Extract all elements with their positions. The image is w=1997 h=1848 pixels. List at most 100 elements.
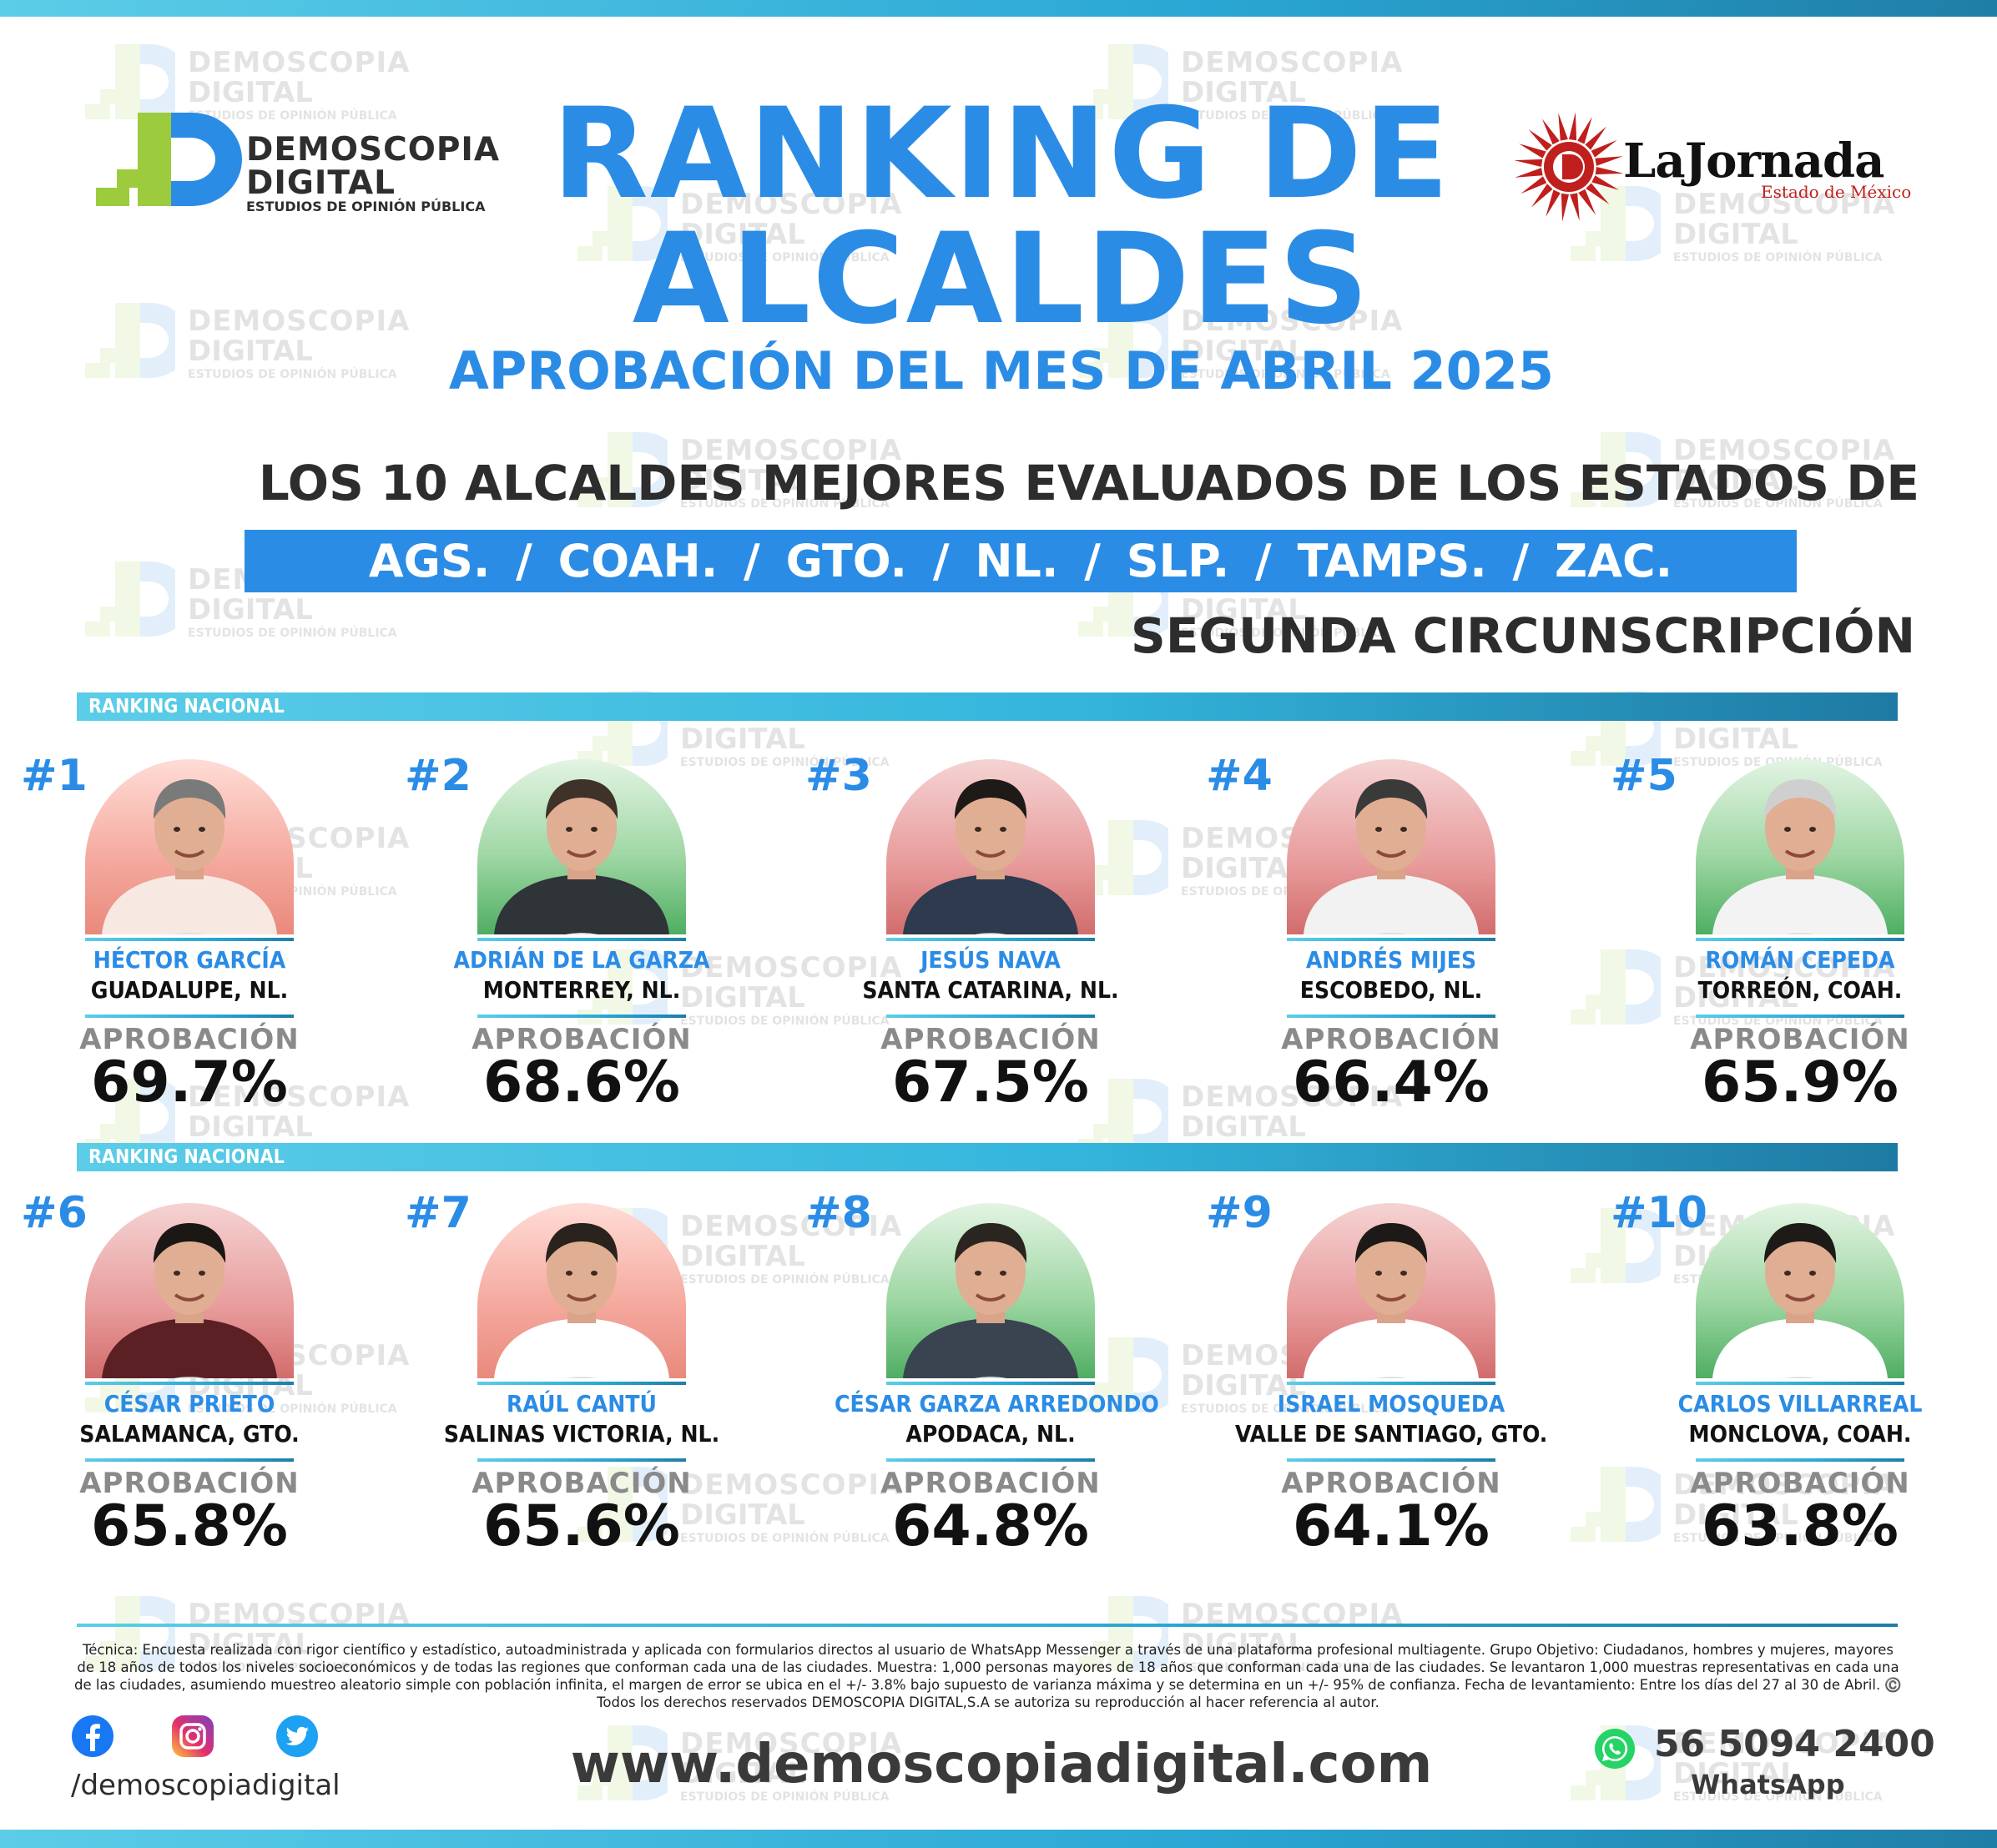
demoscopia-tagline: ESTUDIOS DE OPINIÓN PÚBLICA [246,199,486,214]
watermark-line2: DIGITAL [188,335,313,368]
section-bar-1: RANKING NACIONAL [77,692,1898,721]
candidate-photo [85,759,294,934]
candidate-card: #4 morena VERDE ANDRÉS MIJES ESCOBEDO, NL… [1206,751,1510,1115]
candidate-name: HÉCTOR GARCÍA [93,946,286,974]
footer-divider [77,1624,1898,1627]
movimiento-ciudadano-logo [174,933,205,934]
place-underline [477,1015,686,1018]
candidate-card: #6 morena CÉSAR PRIETO SALAMANCA, GTO. A… [21,1188,309,1559]
watermark-line3: ESTUDIOS DE OPINIÓN PÚBLICA [188,627,397,640]
candidate-card: #5 PRI PRD ROMÁN CEPEDA TORREÓN, COAH. AP… [1611,751,1919,1115]
approval-value: 68.6% [483,1050,680,1115]
top-accent-bar [0,0,1997,17]
approval-label: APROBACIÓN [880,1023,1101,1056]
approval-label: APROBACIÓN [1281,1467,1501,1500]
la-jornada-logo: LaJornada Estado de México [1510,108,1911,225]
candidate-name: ISRAEL MOSQUEDA [1277,1390,1505,1417]
place-underline [886,1015,1095,1018]
circumscription-label: SEGUNDA CIRCUNSCRIPCIÓN [1131,607,1915,664]
candidate-photo-icon [494,1223,669,1378]
rank-number: #7 [405,1188,472,1238]
prd-logo: PRD [1784,933,1816,934]
movimiento-ciudadano-logo [566,1377,598,1378]
candidate-photo: morena [1287,1203,1495,1378]
demoscopia-line1: DEMOSCOPIA [246,131,501,169]
candidate-photo: PRI PRD [1696,759,1904,934]
approval-value: 69.7% [91,1050,288,1115]
approval-value: 64.1% [1293,1493,1490,1559]
candidate-card: #9 morena ISRAEL MOSQUEDA VALLE DE SANTI… [1206,1188,1547,1559]
demoscopia-d-icon [96,113,242,206]
name-underline [477,938,686,941]
whatsapp-icon [1595,1729,1635,1769]
place-underline [1696,1015,1904,1018]
prd-logo: PRD [566,933,598,934]
website-link[interactable]: www.demoscopiadigital.com [570,1734,1433,1795]
approval-label: APROBACIÓN [79,1023,300,1056]
name-underline [886,1382,1095,1385]
watermark-line1: DEMOSCOPIA [188,46,411,79]
states-band: AGS. / COAH. / GTO. / NL. / SLP. / TAMPS… [245,530,1797,592]
candidate-name: CARLOS VILLARREAL [1677,1390,1923,1417]
candidate-photo-icon [494,779,669,934]
watermark-d-icon [85,561,175,637]
candidate-photo-icon [903,779,1078,934]
technical-note: Técnica: Encuesta realizada con rigor ci… [74,1642,1902,1710]
demoscopia-line2: DIGITAL [246,164,396,202]
place-underline [1696,1458,1904,1462]
section-label: RANKING NACIONAL [88,1146,285,1168]
name-underline [1287,938,1495,941]
watermark-d-icon [1571,1467,1661,1542]
demoscopia-logo: DEMOSCOPIA DIGITAL ESTUDIOS DE OPINIÓN P… [92,104,499,214]
bottom-accent-bar [0,1830,1997,1848]
candidate-name: ROMÁN CEPEDA [1705,946,1895,974]
candidate-place: VALLE DE SANTIAGO, GTO. [1235,1420,1548,1448]
name-underline [1287,1382,1495,1385]
candidate-place: APODACA, NL. [905,1420,1076,1448]
approval-value: 63.8% [1702,1493,1899,1559]
pri-logo: PRI [1784,1377,1816,1378]
name-underline [477,1382,686,1385]
rank-number: #1 [21,751,88,801]
candidate-photo-icon [1712,1223,1888,1378]
candidate-card: #7 RAÚL CANTÚ SALINAS VICTORIA, NL. APRO… [405,1188,719,1559]
rank-number: #6 [21,1188,88,1238]
candidate-name: JESÚS NAVA [920,946,1061,974]
rank-number: #10 [1611,1188,1707,1238]
candidate-place: SALINAS VICTORIA, NL. [443,1420,720,1448]
approval-label: APROBACIÓN [1690,1023,1910,1056]
instagram-icon[interactable] [171,1715,214,1758]
rank-number: #4 [1206,751,1273,801]
candidate-name: CÉSAR PRIETO [103,1390,275,1417]
candidate-photo: PAN PRI PRD [886,1203,1095,1378]
la-jornada-subtitle: Estado de México [1761,182,1912,202]
candidate-place: MONCLOVA, COAH. [1688,1420,1912,1448]
la-jornada-name: LaJornada [1623,133,1884,189]
morena-logo: morena [1375,1377,1407,1378]
name-underline [85,1382,294,1385]
section-label: RANKING NACIONAL [88,696,285,718]
candidate-place: SANTA CATARINA, NL. [862,976,1119,1004]
watermark-line3: ESTUDIOS DE OPINIÓN PÚBLICA [1673,251,1883,264]
whatsapp-contact[interactable]: 56 5094 2400 WhatsApp [1594,1723,1944,1815]
approval-label: APROBACIÓN [880,1467,1101,1500]
rank-number: #5 [1611,751,1677,801]
morena-logo: morena [174,1377,205,1378]
place-underline [1287,1015,1495,1018]
candidate-photo-icon [1304,1223,1479,1378]
watermark-line2: DIGITAL [188,1110,313,1144]
facebook-icon[interactable] [71,1715,114,1758]
twitter-icon[interactable] [275,1715,319,1758]
social-handle[interactable]: /demoscopiadigital [71,1769,340,1802]
name-underline [1696,1382,1904,1385]
candidate-name: RAÚL CANTÚ [506,1390,657,1417]
candidate-name: CÉSAR GARZA ARREDONDO [835,1390,1159,1417]
candidate-card: #1 HÉCTOR GARCÍA GUADALUPE, NL. APROBACI… [21,751,309,1115]
candidate-name: ANDRÉS MIJES [1305,946,1477,974]
candidate-photo-icon [102,1223,277,1378]
name-underline [886,938,1095,941]
candidate-photo [477,1203,686,1378]
name-underline [1696,938,1904,941]
candidate-photo: PRI [1696,1203,1904,1378]
verde-logo: VERDE [1375,933,1407,934]
